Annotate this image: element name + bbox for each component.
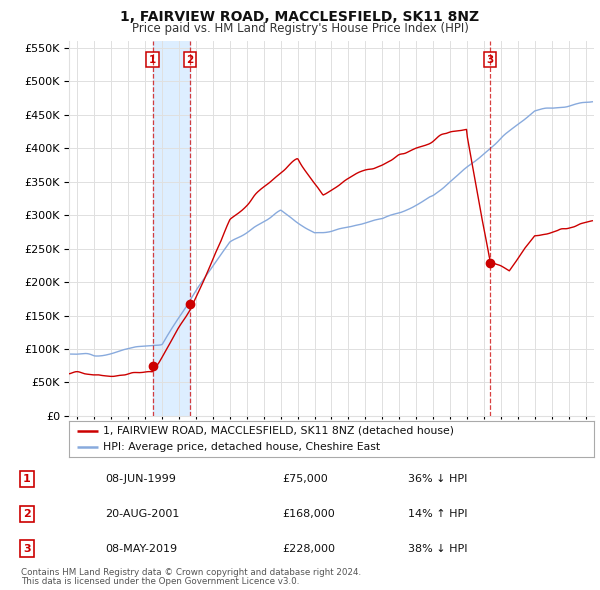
- Text: 38% ↓ HPI: 38% ↓ HPI: [408, 544, 467, 553]
- Text: £168,000: £168,000: [282, 509, 335, 519]
- Text: Price paid vs. HM Land Registry's House Price Index (HPI): Price paid vs. HM Land Registry's House …: [131, 22, 469, 35]
- Text: 08-MAY-2019: 08-MAY-2019: [105, 544, 177, 553]
- Text: 2: 2: [186, 55, 194, 65]
- Text: 14% ↑ HPI: 14% ↑ HPI: [408, 509, 467, 519]
- Text: This data is licensed under the Open Government Licence v3.0.: This data is licensed under the Open Gov…: [21, 577, 299, 586]
- Text: 1, FAIRVIEW ROAD, MACCLESFIELD, SK11 8NZ (detached house): 1, FAIRVIEW ROAD, MACCLESFIELD, SK11 8NZ…: [103, 425, 454, 435]
- Text: 08-JUN-1999: 08-JUN-1999: [105, 474, 176, 484]
- Text: 20-AUG-2001: 20-AUG-2001: [105, 509, 179, 519]
- Text: £75,000: £75,000: [282, 474, 328, 484]
- Text: HPI: Average price, detached house, Cheshire East: HPI: Average price, detached house, Ches…: [103, 442, 380, 453]
- Text: £228,000: £228,000: [282, 544, 335, 553]
- Text: Contains HM Land Registry data © Crown copyright and database right 2024.: Contains HM Land Registry data © Crown c…: [21, 568, 361, 577]
- Text: 1: 1: [149, 55, 156, 65]
- Text: 1, FAIRVIEW ROAD, MACCLESFIELD, SK11 8NZ: 1, FAIRVIEW ROAD, MACCLESFIELD, SK11 8NZ: [121, 10, 479, 24]
- Bar: [152, 41, 190, 416]
- Text: 36% ↓ HPI: 36% ↓ HPI: [408, 474, 467, 484]
- Text: 2: 2: [23, 509, 31, 519]
- Text: 1: 1: [23, 474, 31, 484]
- Text: 3: 3: [486, 55, 493, 65]
- Text: 3: 3: [23, 544, 31, 553]
